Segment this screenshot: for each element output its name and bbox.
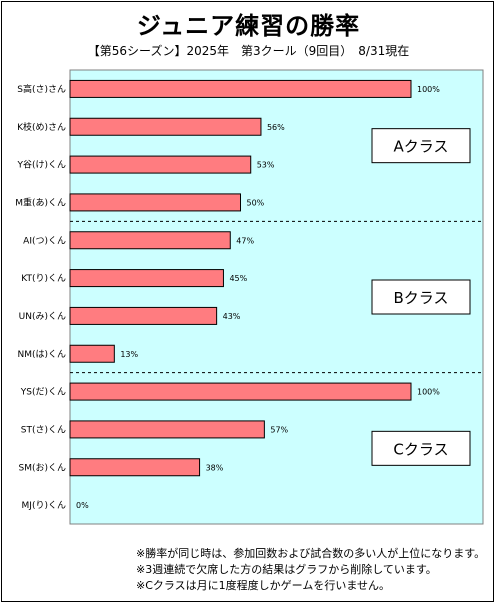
class-separators [70, 220, 483, 374]
value-label: 45% [229, 274, 247, 283]
value-label: 47% [236, 236, 254, 245]
footnote: ※Cクラスは月に1度程度しかゲームを行いません。 [136, 579, 391, 592]
bar [69, 306, 218, 325]
value-label: 100% [417, 85, 440, 94]
bar [69, 193, 241, 212]
value-labels: 100% 56% 53% 50% 47% 45% 43% 13% 100% 57% 38% 0% [76, 85, 440, 510]
value-label: 53% [257, 161, 275, 170]
category-label: UN(み)くん [19, 311, 66, 322]
bar [69, 117, 262, 136]
value-label: 13% [120, 350, 138, 359]
category-label: KT(り)くん [21, 273, 66, 284]
class-boxes: Aクラス Bクラス Cクラス [371, 128, 471, 466]
value-label: 56% [267, 123, 285, 132]
bar [69, 231, 231, 250]
category-label: Y谷(け)くん [16, 160, 66, 171]
category-label: M重(あ)くん [15, 196, 66, 208]
chart-subtitle: 【第56シーズン】2025年 第3クール（9回目） 8/31現在 [87, 44, 410, 58]
category-labels: S高(さ)さん K枝(め)さん Y谷(け)くん M重(あ)くん AI(つ)くん KT(り)… [15, 83, 66, 511]
bar [69, 155, 252, 174]
class-box [371, 128, 471, 164]
class-box [371, 430, 471, 466]
class-label: Cクラス [393, 440, 448, 458]
category-label: SM(お)くん [18, 462, 66, 473]
footnote: ※3週連続で欠席した方の結果はグラフから削除しています。 [136, 563, 437, 576]
footnotes: ※勝率が同じ時は、参加回数および試合数の多い人が上位になります。 ※3週連続で欠… [136, 546, 485, 594]
bar [69, 458, 201, 477]
category-label: MJ(り)くん [22, 500, 66, 511]
bars-layer [69, 79, 412, 477]
footnote: ※勝率が同じ時は、参加回数および試合数の多い人が上位になります。 [136, 547, 486, 560]
class-box [371, 279, 471, 315]
bar [69, 79, 412, 98]
category-label: K枝(め)さん [17, 121, 66, 133]
class-label: Aクラス [394, 138, 449, 156]
category-label: YS(だ)くん [20, 387, 66, 398]
value-label: 0% [76, 501, 89, 510]
bar [69, 269, 224, 288]
bar [69, 420, 265, 439]
category-label: AI(つ)くん [23, 235, 66, 246]
chart-title: ジュニア練習の勝率 [136, 12, 361, 40]
category-label: NM(は)くん [17, 349, 66, 360]
bar [69, 382, 412, 401]
value-label: 50% [247, 198, 265, 207]
class-label: Bクラス [394, 289, 449, 307]
value-label: 57% [270, 425, 288, 434]
bar [69, 344, 115, 363]
value-label: 43% [223, 312, 241, 321]
value-label: 38% [206, 463, 224, 472]
category-label: S高(さ)さん [17, 83, 66, 95]
category-label: ST(さ)くん [21, 424, 66, 435]
value-label: 100% [417, 388, 440, 397]
